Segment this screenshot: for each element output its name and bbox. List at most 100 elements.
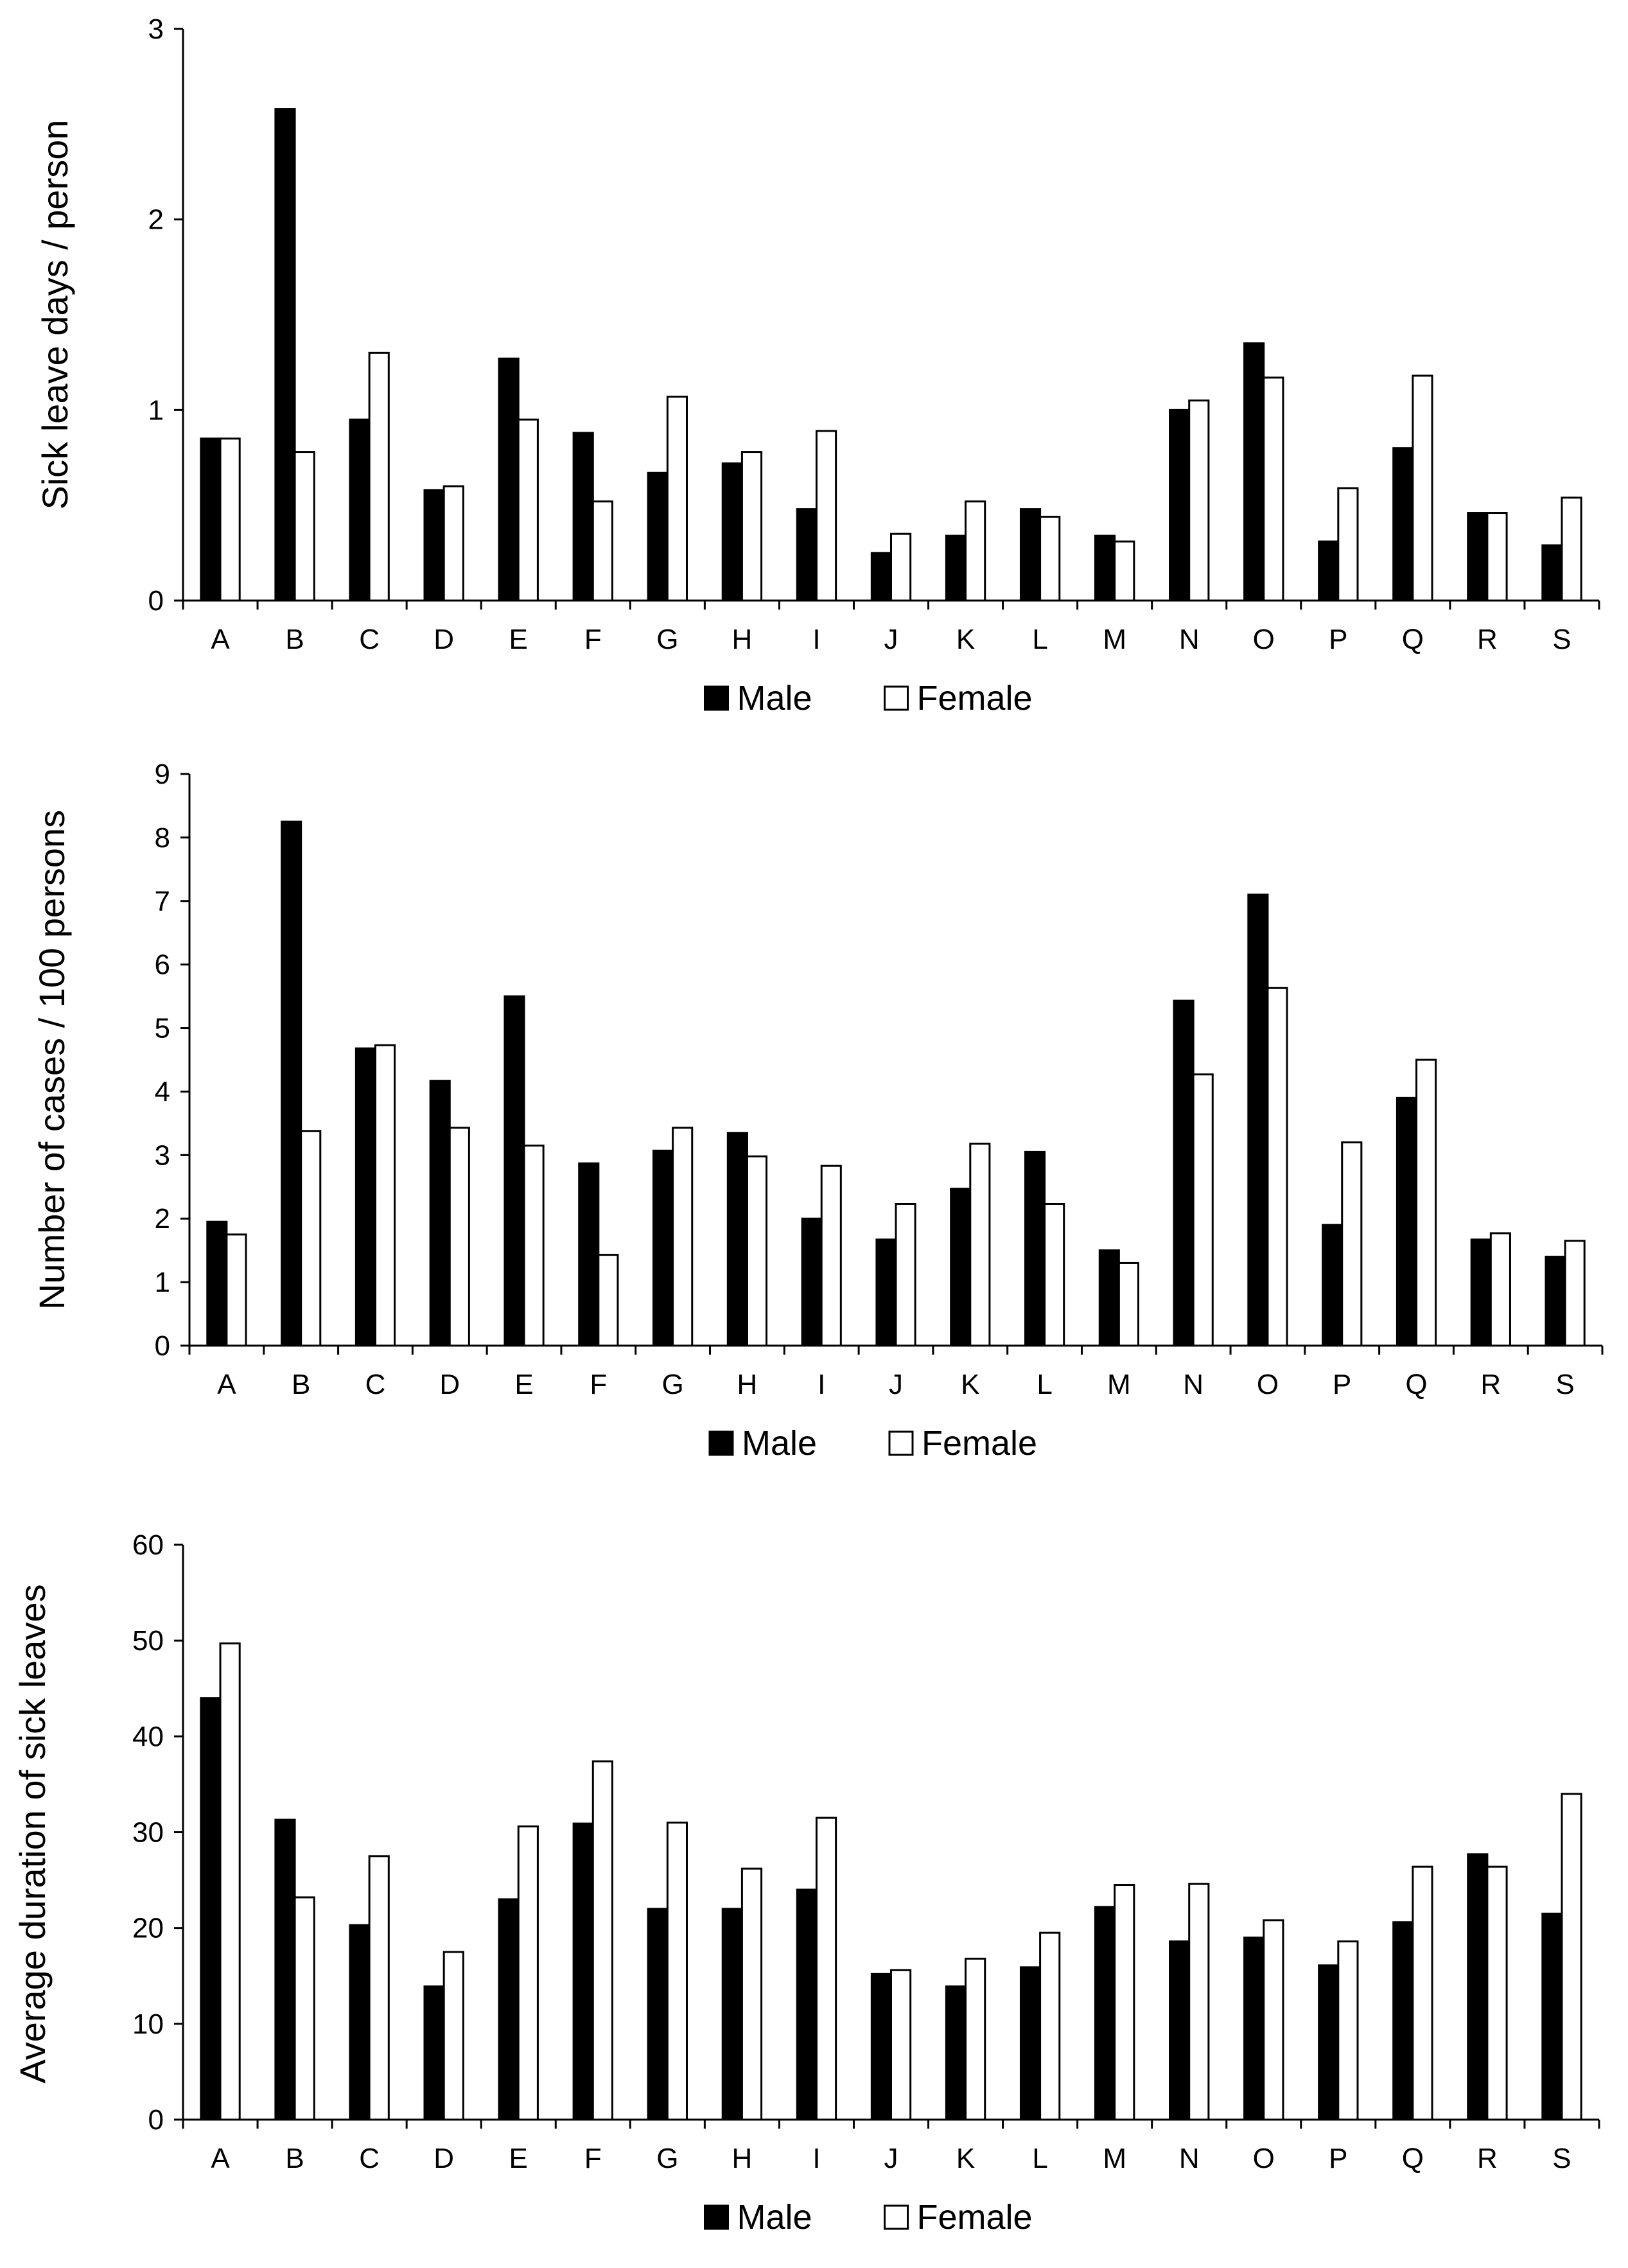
bar-female-F bbox=[591, 1760, 613, 2121]
legend-label-male: Male bbox=[737, 679, 812, 717]
legend: Male Female bbox=[704, 2198, 1033, 2237]
bar-female-A bbox=[219, 1642, 241, 2121]
bar-female-D bbox=[442, 485, 464, 602]
bar-female-S bbox=[1561, 497, 1582, 602]
x-tick-label: C bbox=[359, 2143, 380, 2174]
x-tick-label: E bbox=[509, 2143, 528, 2174]
legend-swatch-male bbox=[704, 2204, 729, 2230]
x-tick-label: G bbox=[662, 1369, 684, 1400]
bar-male-Q bbox=[1396, 1096, 1418, 1347]
x-tick-label: D bbox=[439, 1369, 460, 1400]
bar-female-F bbox=[591, 500, 613, 602]
y-tick-label: 50 bbox=[132, 1625, 164, 1657]
x-tick-label: B bbox=[292, 1369, 310, 1400]
bar-male-J bbox=[875, 1238, 897, 1347]
bar-male-L bbox=[1024, 1150, 1046, 1347]
bar-male-M bbox=[1098, 1249, 1120, 1347]
bar-female-O bbox=[1263, 1919, 1284, 2121]
x-tick-label: M bbox=[1103, 624, 1126, 655]
y-tick-label: 8 bbox=[155, 822, 170, 854]
y-tick-label: 60 bbox=[132, 1529, 164, 1561]
x-tick-label: L bbox=[1037, 1369, 1052, 1400]
x-tick-label: J bbox=[884, 2143, 898, 2174]
bar-female-A bbox=[219, 437, 241, 602]
x-tick-label: N bbox=[1183, 1369, 1203, 1400]
bar-female-S bbox=[1564, 1240, 1586, 1347]
x-tick-label: O bbox=[1253, 624, 1275, 655]
bar-female-K bbox=[965, 1957, 986, 2121]
bar-female-Q bbox=[1412, 374, 1433, 602]
x-tick-label: I bbox=[812, 624, 820, 655]
y-tick-label: 0 bbox=[155, 1330, 170, 1362]
bar-female-L bbox=[1039, 1931, 1061, 2121]
bar-male-C bbox=[354, 1047, 376, 1347]
bar-male-O bbox=[1243, 342, 1265, 602]
x-tick-label: H bbox=[732, 624, 753, 655]
x-tick-label: Q bbox=[1405, 1369, 1427, 1400]
x-tick-label: P bbox=[1329, 624, 1347, 655]
bar-female-M bbox=[1114, 540, 1135, 602]
y-tick-label: 20 bbox=[132, 1913, 164, 1944]
y-tick-label: 0 bbox=[148, 585, 164, 617]
x-tick-label: K bbox=[961, 1369, 979, 1400]
bar-male-D bbox=[423, 489, 445, 602]
x-tick-label: D bbox=[433, 624, 454, 655]
bar-female-N bbox=[1192, 1073, 1214, 1347]
bar-male-M bbox=[1094, 1906, 1116, 2121]
bar-male-C bbox=[349, 418, 371, 602]
bar-female-I bbox=[815, 430, 837, 602]
x-tick-label: I bbox=[812, 2143, 820, 2174]
x-tick-label: A bbox=[211, 624, 230, 655]
bar-female-L bbox=[1044, 1202, 1065, 1347]
bar-male-K bbox=[945, 1985, 967, 2121]
y-tick-label: 2 bbox=[148, 204, 164, 236]
bar-male-E bbox=[498, 357, 520, 602]
bar-male-F bbox=[572, 432, 594, 602]
y-tick-label: 7 bbox=[155, 886, 170, 917]
bar-male-E bbox=[503, 995, 525, 1347]
bar-male-F bbox=[572, 1822, 594, 2121]
bar-female-H bbox=[740, 1867, 763, 2121]
x-tick-label: H bbox=[737, 1369, 758, 1400]
bar-female-I bbox=[815, 1816, 837, 2121]
bar-female-H bbox=[740, 451, 763, 602]
bar-male-K bbox=[950, 1188, 972, 1347]
bar-male-L bbox=[1019, 1966, 1042, 2121]
bar-female-C bbox=[374, 1044, 396, 1347]
bar-male-A bbox=[206, 1220, 228, 1347]
legend-swatch-female bbox=[884, 685, 909, 711]
bar-male-G bbox=[647, 1908, 669, 2121]
bar-male-P bbox=[1318, 540, 1340, 602]
bar-female-L bbox=[1039, 515, 1061, 602]
y-tick-label: 6 bbox=[155, 949, 170, 981]
bar-male-M bbox=[1094, 534, 1116, 602]
x-tick-label: R bbox=[1477, 624, 1498, 655]
x-tick-label: L bbox=[1032, 2143, 1047, 2174]
bar-female-E bbox=[517, 418, 539, 602]
x-tick-label: B bbox=[285, 624, 304, 655]
bar-female-J bbox=[895, 1202, 916, 1347]
bar-male-H bbox=[721, 462, 743, 602]
x-tick-label: J bbox=[889, 1369, 903, 1400]
bar-male-O bbox=[1247, 893, 1269, 1347]
x-tick-label: G bbox=[656, 624, 678, 655]
y-axis-title: Sick leave days / person bbox=[35, 120, 75, 510]
bar-male-K bbox=[945, 534, 967, 602]
bar-female-G bbox=[666, 396, 688, 602]
bar-female-S bbox=[1561, 1793, 1582, 2121]
bar-male-I bbox=[801, 1217, 823, 1347]
bar-male-P bbox=[1318, 1964, 1340, 2121]
x-tick-label: J bbox=[884, 624, 898, 655]
chart-2: 0 1 2 3 4 5 6 7 8 9 A B C D E F G H I J K L M N O P Q R S Number of c… bbox=[31, 759, 1604, 1463]
bar-female-D bbox=[442, 1951, 464, 2121]
bar-female-P bbox=[1337, 487, 1359, 602]
x-tick-label: R bbox=[1480, 1369, 1501, 1400]
bar-female-R bbox=[1489, 1232, 1511, 1347]
bar-female-A bbox=[225, 1233, 247, 1347]
legend-label-female: Female bbox=[922, 1424, 1037, 1463]
bar-male-B bbox=[281, 820, 302, 1347]
y-tick-label: 5 bbox=[155, 1013, 170, 1044]
legend-label-male: Male bbox=[742, 1424, 817, 1463]
bar-female-E bbox=[523, 1145, 545, 1347]
bar-male-J bbox=[870, 1973, 892, 2121]
